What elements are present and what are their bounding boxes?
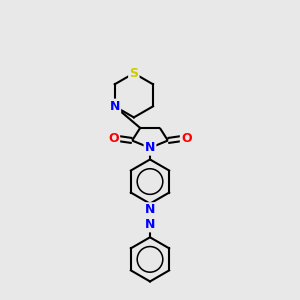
Text: O: O — [108, 132, 119, 145]
Text: O: O — [181, 132, 192, 145]
Text: N: N — [145, 203, 155, 216]
Text: N: N — [145, 141, 155, 154]
Text: N: N — [145, 218, 155, 231]
Text: S: S — [129, 67, 138, 80]
Text: N: N — [110, 100, 120, 113]
